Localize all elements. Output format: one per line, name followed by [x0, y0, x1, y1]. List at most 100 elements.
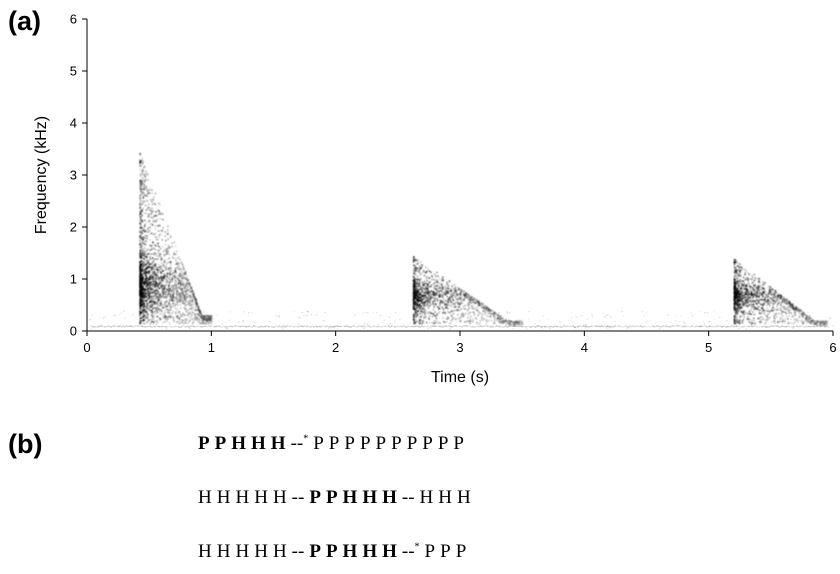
noise-pixel [623, 325, 625, 328]
spectrogram-pixel [418, 297, 420, 300]
noise-pixel [481, 325, 483, 327]
spectrogram-pixel [444, 285, 446, 288]
spectrogram-pixel [139, 159, 141, 162]
noise-pixel [654, 321, 657, 324]
spectrogram-pixel [142, 315, 144, 318]
noise-pixel [460, 325, 462, 328]
noise-pixel [692, 325, 694, 327]
spectrogram-pixel [148, 272, 151, 275]
noise-pixel [97, 326, 99, 328]
noise-pixel [680, 315, 683, 317]
spectrogram-pixel [149, 274, 151, 277]
spectrogram-pixel [143, 263, 145, 265]
spectrogram-pixel [417, 270, 420, 272]
noise-pixel [679, 325, 681, 327]
spectrogram-pixel [174, 288, 176, 291]
spectrogram-pixel [161, 310, 163, 313]
spectrogram-pixel [458, 306, 461, 309]
noise-pixel [157, 325, 159, 327]
noise-pixel [782, 325, 784, 327]
spectrogram-pixel [188, 289, 191, 291]
spectrogram-pixel [184, 300, 187, 303]
noise-pixel [611, 326, 613, 328]
spectrogram-pixel [443, 286, 445, 289]
noise-pixel [256, 326, 258, 328]
spectrogram-pixel [475, 306, 478, 308]
spectrogram-pixel [173, 284, 175, 287]
spectrogram-pixel [435, 319, 438, 321]
spectrogram-pixel [169, 236, 172, 239]
spectrogram-pixel [499, 322, 502, 325]
spectrogram-pixel [140, 194, 142, 197]
spectrogram-pixel [176, 257, 179, 260]
spectrogram-pixel [439, 299, 442, 302]
spectrogram-pixel [153, 272, 156, 275]
noise-pixel [832, 325, 834, 327]
spectrogram-pixel [185, 319, 188, 322]
spectrogram-pixel [159, 265, 161, 268]
spectrogram-pixel [500, 317, 503, 320]
spectrogram-pixel [197, 305, 200, 308]
spectrogram-pixel [441, 290, 444, 293]
noise-pixel [152, 325, 154, 328]
noise-pixel [452, 326, 454, 328]
spectrogram-pixel [178, 273, 181, 276]
spectrogram-pixel [141, 265, 143, 268]
spectrogram-pixel [420, 319, 422, 322]
spectrogram-pixel [500, 321, 503, 324]
spectrogram-pixel [180, 297, 183, 300]
spectrogram-pixel [155, 211, 158, 213]
spectrogram-pixel [145, 209, 148, 211]
noise-pixel [766, 326, 768, 328]
noise-pixel [248, 325, 250, 327]
spectrogram-pixel [499, 320, 502, 323]
noise-pixel [637, 325, 639, 327]
spectrogram-pixel [190, 296, 193, 299]
noise-pixel [202, 326, 204, 328]
spectrogram-pixel [178, 272, 181, 275]
spectrogram-pixel [170, 272, 173, 275]
spectrogram-pixel [422, 296, 425, 298]
spectrogram-pixel [454, 294, 456, 297]
noise-pixel [253, 325, 255, 327]
noise-pixel [268, 326, 270, 328]
noise-pixel [643, 325, 645, 328]
noise-pixel [678, 321, 681, 323]
spectrogram-pixel [164, 312, 166, 314]
spectrogram-pixel [417, 262, 419, 265]
noise-pixel [227, 326, 229, 328]
spectrogram-pixel [150, 297, 153, 300]
spectrogram-pixel [419, 307, 422, 310]
spectrogram-pixel [151, 232, 153, 235]
spectrogram-pixel [144, 304, 146, 306]
spectrogram-pixel [750, 302, 752, 304]
spectrogram-pixel [156, 267, 158, 269]
spectrogram-pixel [420, 302, 423, 305]
spectrogram-pixel [139, 199, 142, 202]
spectrogram-pixel [450, 293, 452, 295]
spectrogram-pixel [164, 284, 167, 287]
spectrogram-pixel [153, 302, 156, 304]
spectrogram-pixel [474, 298, 476, 301]
spectrogram-pixel [154, 313, 156, 315]
spectrogram-pixel [463, 290, 466, 292]
spectrogram-pixel [412, 268, 415, 270]
spectrogram-pixel [458, 309, 460, 312]
spectrogram-pixel [141, 267, 144, 270]
spectrogram-pixel [143, 278, 145, 280]
noise-pixel [179, 313, 181, 315]
noise-pixel [392, 325, 394, 327]
spectrogram-pixel [416, 289, 419, 291]
spectrogram-pixel [141, 295, 143, 298]
spectrogram-pixel [445, 283, 448, 286]
spectrogram-pixel [429, 298, 431, 300]
spectrogram-pixel [457, 298, 459, 301]
noise-pixel [163, 325, 165, 328]
noise-pixel [431, 325, 433, 327]
spectrogram-pixel [141, 286, 144, 289]
noise-pixel [643, 315, 645, 317]
spectrogram-pixel [180, 276, 183, 278]
spectrogram-pixel [493, 321, 496, 324]
spectrogram-pixel [142, 274, 144, 277]
spectrogram-pixel [167, 268, 170, 271]
